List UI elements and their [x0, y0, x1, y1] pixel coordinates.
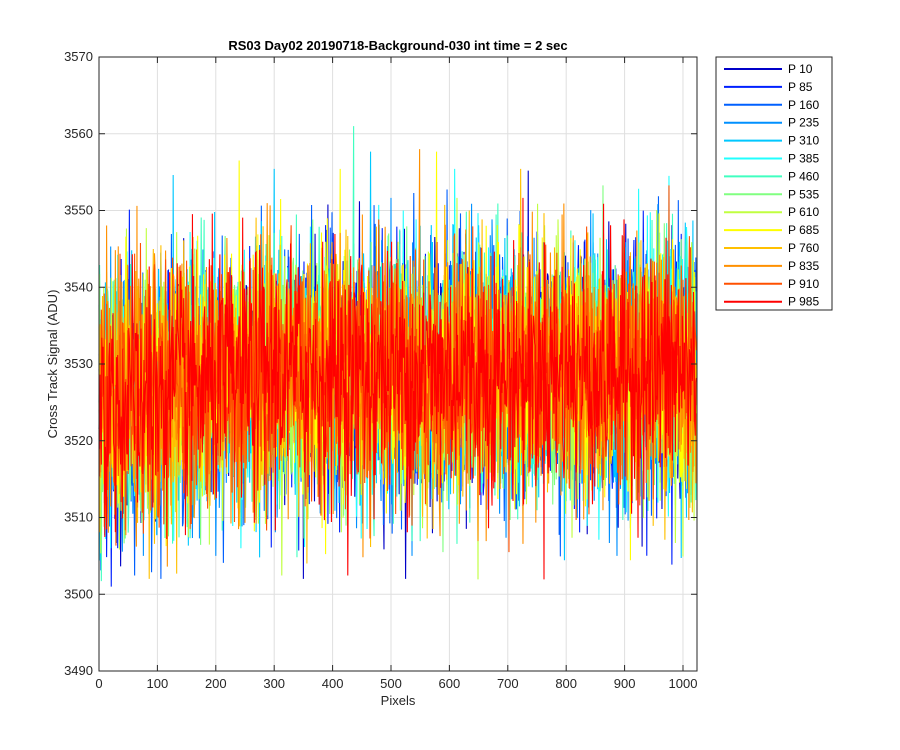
legend-label: P 760: [788, 241, 819, 255]
x-tick-label: 500: [380, 676, 402, 691]
x-tick-label: 700: [497, 676, 519, 691]
x-tick-label: 100: [147, 676, 169, 691]
chart-title: RS03 Day02 20190718-Background-030 int t…: [228, 38, 567, 53]
legend-label: P 985: [788, 295, 819, 309]
y-tick-label: 3540: [64, 279, 93, 294]
x-tick-label: 800: [555, 676, 577, 691]
legend-label: P 460: [788, 169, 819, 183]
x-tick-label: 200: [205, 676, 227, 691]
x-tick-label: 1000: [669, 676, 698, 691]
legend-label: P 535: [788, 187, 819, 201]
y-tick-label: 3530: [64, 356, 93, 371]
legend: P 10 P 85 P 160 P 235 P 310 P 385 P 460 P 535 P …: [715, 56, 833, 311]
series-layer: [98, 126, 697, 587]
x-tick-label: 300: [263, 676, 285, 691]
legend-label: P 610: [788, 205, 819, 219]
legend-label: P 835: [788, 259, 819, 273]
y-axis-label: Cross Track Signal (ADU): [45, 290, 60, 439]
legend-label: P 235: [788, 116, 819, 130]
legend-label: P 910: [788, 277, 819, 291]
y-tick-label: 3520: [64, 433, 93, 448]
x-tick-label: 900: [614, 676, 636, 691]
legend-label: P 160: [788, 98, 819, 112]
legend-label: P 685: [788, 223, 819, 237]
x-axis-label: Pixels: [381, 693, 416, 708]
x-tick-label: 0: [95, 676, 102, 691]
y-tick-label: 3560: [64, 126, 93, 141]
legend-label: P 310: [788, 134, 819, 148]
y-tick-label: 3570: [64, 49, 93, 64]
x-tick-label: 600: [439, 676, 461, 691]
ticks: 0 100 200 300 400 500 600 700 800 900 1000 3490 3500…: [64, 49, 697, 691]
y-tick-label: 3500: [64, 586, 93, 601]
legend-box: [715, 56, 833, 311]
y-tick-label: 3510: [64, 510, 93, 525]
legend-label: P 85: [788, 80, 813, 94]
legend-label: P 385: [788, 152, 819, 166]
x-tick-label: 400: [322, 676, 344, 691]
y-tick-label: 3490: [64, 663, 93, 678]
series-line: [98, 197, 697, 580]
legend-label: P 10: [788, 62, 813, 76]
y-tick-label: 3550: [64, 203, 93, 218]
